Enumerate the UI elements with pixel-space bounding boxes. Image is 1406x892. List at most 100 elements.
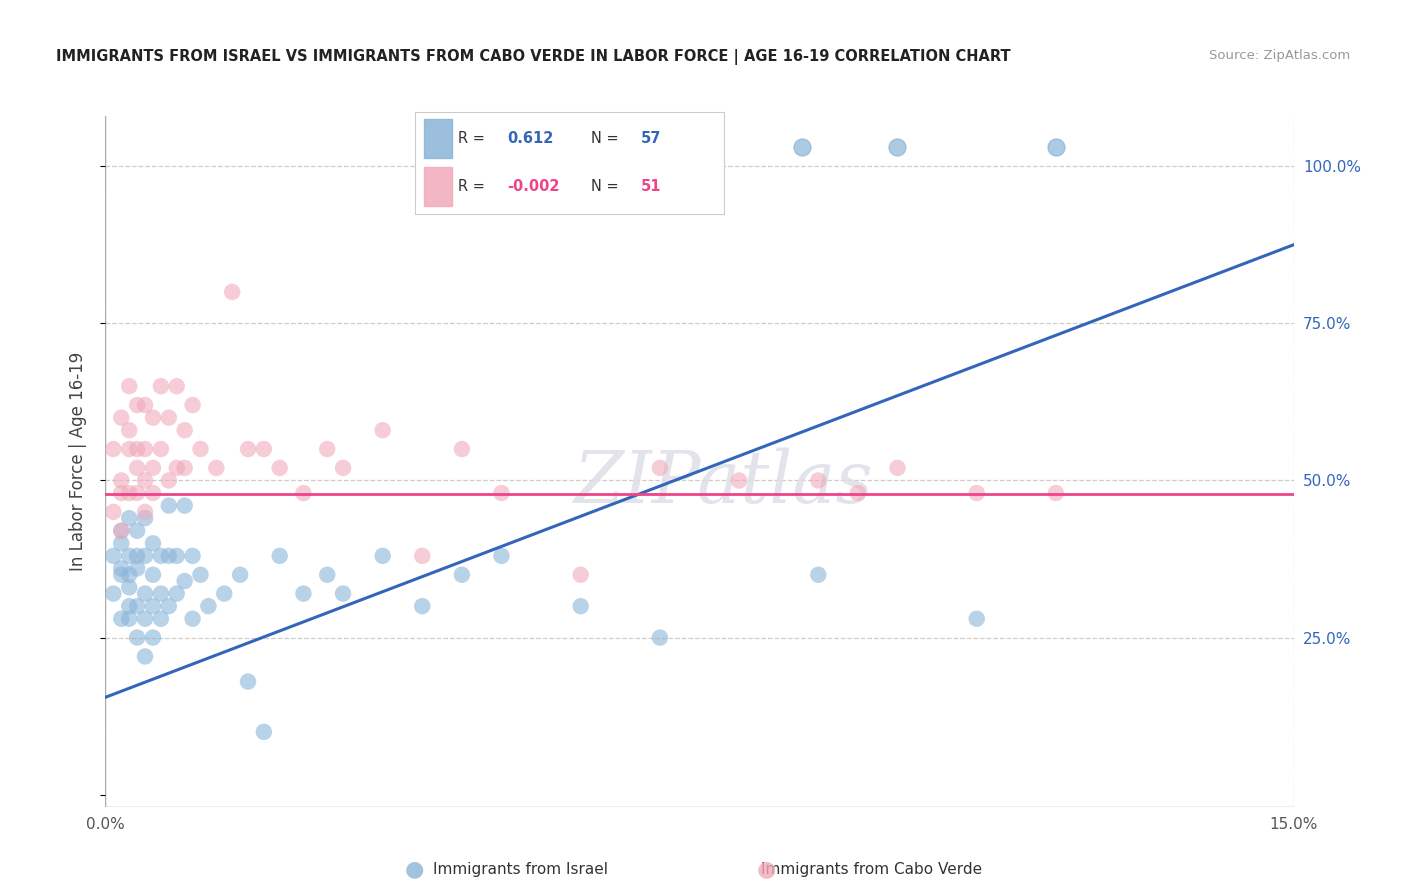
Point [110,612,132,626]
Text: -0.002: -0.002 [508,179,560,194]
Point [181,612,204,626]
Point [134,442,156,456]
Point [173,574,195,588]
Point [253,442,276,456]
Point [134,612,156,626]
Point [118,567,141,582]
Point [103,505,125,519]
Point [166,586,188,600]
Point [157,599,180,614]
Point [142,631,165,645]
Point [205,461,228,475]
Point [134,474,156,488]
Point [110,567,132,582]
Point [142,486,165,500]
Point [214,586,236,600]
Point [253,724,276,739]
Point [118,612,141,626]
Point [103,549,125,563]
Point [110,524,132,538]
Point [807,474,830,488]
Y-axis label: In Labor Force | Age 16-19: In Labor Force | Age 16-19 [69,352,87,571]
Text: R =: R = [458,179,485,194]
Point [110,561,132,575]
Point [127,524,149,538]
Point [118,486,141,500]
Point [157,410,180,425]
Point [127,561,149,575]
Point [411,599,433,614]
Point [221,285,243,299]
Point [127,461,149,475]
Point [118,442,141,456]
Point [118,549,141,563]
Point [491,549,513,563]
Point [110,410,132,425]
Point [648,461,671,475]
Text: ZIPatlas: ZIPatlas [574,447,873,517]
Point [316,442,339,456]
Point [190,442,212,456]
Point [316,567,339,582]
Text: 57: 57 [641,130,661,145]
Point [166,549,188,563]
Point [127,549,149,563]
Bar [425,119,451,158]
Point [142,410,165,425]
Point [648,631,671,645]
Point [236,674,259,689]
Point [134,649,156,664]
Point [103,442,125,456]
Point [134,511,156,525]
Point [110,524,132,538]
Point [569,599,592,614]
Point [134,398,156,412]
Point [450,442,472,456]
Point [197,599,219,614]
Point [190,567,212,582]
Point [411,549,433,563]
Point [110,486,132,500]
Point [142,599,165,614]
Bar [425,167,451,206]
Point [491,486,513,500]
Text: N =: N = [591,130,619,145]
Point [142,567,165,582]
Text: Immigrants from Israel: Immigrants from Israel [433,863,607,877]
Point [332,461,354,475]
Point [332,586,354,600]
Point [149,442,172,456]
Text: Immigrants from Cabo Verde: Immigrants from Cabo Verde [761,863,983,877]
Text: 51: 51 [641,179,661,194]
Point [118,423,141,437]
Point [846,486,869,500]
Point [118,379,141,393]
Point [134,505,156,519]
Point [127,599,149,614]
Point [269,461,291,475]
Text: IMMIGRANTS FROM ISRAEL VS IMMIGRANTS FROM CABO VERDE IN LABOR FORCE | AGE 16-19 : IMMIGRANTS FROM ISRAEL VS IMMIGRANTS FRO… [56,49,1011,65]
Point [236,442,259,456]
Point [181,549,204,563]
Text: R =: R = [458,130,485,145]
Point [157,499,180,513]
Point [292,486,315,500]
Point [807,567,830,582]
Point [1045,486,1067,500]
Point [966,486,988,500]
Point [149,612,172,626]
Point [127,442,149,456]
Point [149,586,172,600]
Point [181,398,204,412]
Point [157,549,180,563]
Point [966,612,988,626]
Point [142,461,165,475]
Point [118,580,141,594]
Point [134,586,156,600]
Point [371,549,394,563]
Point [157,474,180,488]
Point [166,379,188,393]
Point [728,474,751,488]
Text: 0.612: 0.612 [508,130,554,145]
Text: Source: ZipAtlas.com: Source: ZipAtlas.com [1209,49,1350,62]
